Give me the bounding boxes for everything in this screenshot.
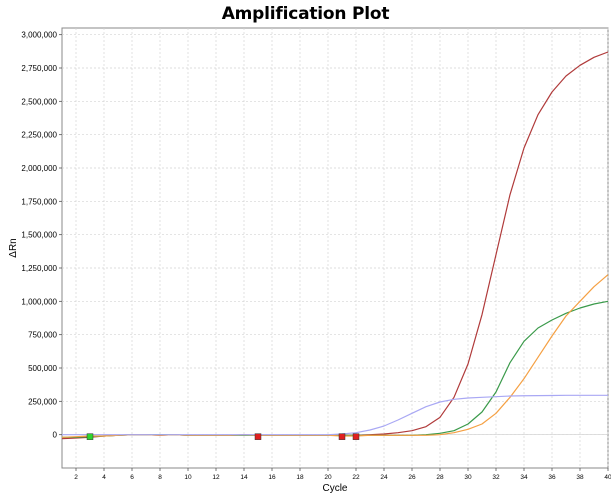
x-tick-label: 22 (352, 474, 360, 481)
x-tick-label: 12 (212, 474, 220, 481)
x-tick-label: 38 (576, 474, 584, 481)
x-tick-label: 16 (268, 474, 276, 481)
y-tick-label: 1,750,000 (21, 197, 57, 206)
x-tick-label: 4 (102, 474, 106, 481)
y-tick-label: 250,000 (28, 397, 57, 406)
x-tick-label: 36 (548, 474, 556, 481)
threshold-marker[interactable] (338, 433, 346, 440)
x-tick-label: 30 (464, 474, 472, 481)
y-tick-label: 2,750,000 (21, 64, 57, 73)
threshold-marker[interactable] (254, 433, 262, 440)
y-tick-label: 2,500,000 (21, 97, 57, 106)
y-axis-label: ΔRn (8, 238, 19, 257)
chart-title: Amplification Plot (221, 4, 390, 24)
y-tick-label: 3,000,000 (21, 31, 57, 40)
series-lines (61, 51, 609, 440)
x-tick-label: 40 (604, 474, 611, 481)
x-tick-label: 28 (436, 474, 444, 481)
x-tick-label: 18 (296, 474, 304, 481)
y-tick-label: 1,500,000 (21, 231, 57, 240)
y-tick-label: 500,000 (28, 364, 57, 373)
y-tick-label: 1,250,000 (21, 264, 57, 273)
x-axis-label: Cycle (322, 483, 347, 494)
x-axis-ticks: 2 4 6 8 10 12 14 16 18 20 22 24 26 28 30 32 34 36 38 40 (74, 468, 611, 481)
x-tick-label: 10 (184, 474, 192, 481)
x-tick-label: 6 (130, 474, 134, 481)
y-tick-label: 2,000,000 (21, 164, 57, 173)
plot-area (61, 27, 609, 469)
threshold-marker[interactable] (352, 433, 360, 440)
x-tick-label: 24 (380, 474, 388, 481)
x-tick-label: 2 (74, 474, 78, 481)
grid-lines (62, 28, 609, 468)
y-tick-label: 750,000 (28, 331, 57, 340)
threshold-marker[interactable] (86, 433, 94, 440)
x-tick-label: 8 (158, 474, 162, 481)
threshold-markers (86, 433, 360, 440)
y-tick-label: 1,000,000 (21, 297, 57, 306)
y-tick-label: 0 (53, 431, 58, 440)
x-tick-label: 20 (324, 474, 332, 481)
y-tick-label: 2,250,000 (21, 131, 57, 140)
x-tick-label: 26 (408, 474, 416, 481)
x-tick-label: 14 (240, 474, 248, 481)
series-line-4 (62, 394, 608, 436)
y-axis-ticks: 0 250,000 500,000 750,000 1,000,000 1,250,000… (21, 31, 62, 440)
x-tick-label: 32 (492, 474, 500, 481)
x-tick-label: 34 (520, 474, 528, 481)
